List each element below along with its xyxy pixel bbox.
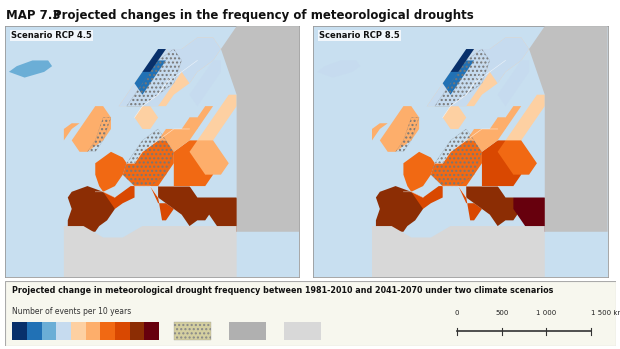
- Text: Projected change in meteorological drought frequency between 1981-2010 and 2041-: Projected change in meteorological droug…: [12, 286, 554, 295]
- Polygon shape: [190, 106, 213, 129]
- Text: Scenario RCP 8.5: Scenario RCP 8.5: [319, 31, 400, 40]
- Bar: [27, 322, 42, 340]
- Text: 1 500 km: 1 500 km: [591, 311, 620, 317]
- Polygon shape: [380, 106, 419, 152]
- Polygon shape: [372, 226, 545, 277]
- Polygon shape: [404, 152, 435, 192]
- Polygon shape: [135, 60, 166, 95]
- Polygon shape: [190, 140, 229, 174]
- Polygon shape: [143, 49, 166, 72]
- Polygon shape: [474, 38, 529, 83]
- Polygon shape: [197, 95, 237, 152]
- Polygon shape: [131, 186, 174, 226]
- Polygon shape: [443, 106, 466, 129]
- Polygon shape: [82, 226, 150, 255]
- Polygon shape: [158, 118, 197, 152]
- Text: Number of events per 10 years: Number of events per 10 years: [12, 307, 131, 316]
- Polygon shape: [427, 38, 529, 106]
- Text: 1 000: 1 000: [536, 311, 557, 317]
- Polygon shape: [498, 60, 529, 106]
- Polygon shape: [68, 186, 115, 232]
- Bar: [100, 322, 115, 340]
- Polygon shape: [190, 60, 221, 106]
- Polygon shape: [135, 106, 158, 129]
- Polygon shape: [372, 123, 388, 140]
- Polygon shape: [411, 186, 443, 209]
- Polygon shape: [64, 226, 237, 277]
- Bar: [56, 322, 71, 340]
- Polygon shape: [443, 60, 474, 95]
- Text: MAP 7.3: MAP 7.3: [6, 9, 61, 22]
- Polygon shape: [431, 140, 482, 186]
- Polygon shape: [95, 152, 126, 192]
- Polygon shape: [72, 106, 111, 152]
- Polygon shape: [119, 38, 221, 106]
- Polygon shape: [174, 140, 213, 186]
- Polygon shape: [498, 106, 521, 129]
- Polygon shape: [221, 26, 299, 232]
- Text: Scenario RCP 4.5: Scenario RCP 4.5: [11, 31, 92, 40]
- Polygon shape: [123, 140, 174, 186]
- Polygon shape: [390, 226, 458, 255]
- Text: 0: 0: [454, 311, 459, 317]
- Polygon shape: [376, 186, 423, 232]
- Polygon shape: [317, 60, 360, 77]
- Text: 500: 500: [495, 311, 508, 317]
- Text: Projected changes in the frequency of meteorological droughts: Projected changes in the frequency of me…: [53, 9, 474, 22]
- Polygon shape: [482, 140, 521, 186]
- Bar: [144, 322, 159, 340]
- Polygon shape: [9, 60, 52, 77]
- Polygon shape: [529, 26, 608, 232]
- Polygon shape: [505, 95, 545, 152]
- Bar: [174, 322, 211, 340]
- Bar: [284, 322, 321, 340]
- Polygon shape: [64, 123, 79, 140]
- Bar: [12, 322, 27, 340]
- Polygon shape: [158, 186, 213, 226]
- Polygon shape: [439, 186, 482, 226]
- Polygon shape: [119, 49, 182, 106]
- Polygon shape: [427, 49, 490, 106]
- Bar: [229, 322, 266, 340]
- Polygon shape: [166, 38, 221, 83]
- Bar: [115, 322, 130, 340]
- Polygon shape: [466, 186, 521, 226]
- Polygon shape: [451, 49, 474, 72]
- Polygon shape: [205, 198, 244, 232]
- Polygon shape: [513, 198, 552, 232]
- Polygon shape: [103, 186, 135, 209]
- FancyBboxPatch shape: [5, 281, 616, 346]
- Bar: [86, 322, 100, 340]
- Bar: [71, 322, 86, 340]
- Bar: [42, 322, 56, 340]
- Bar: [130, 322, 144, 340]
- Polygon shape: [466, 118, 505, 152]
- Polygon shape: [498, 140, 537, 174]
